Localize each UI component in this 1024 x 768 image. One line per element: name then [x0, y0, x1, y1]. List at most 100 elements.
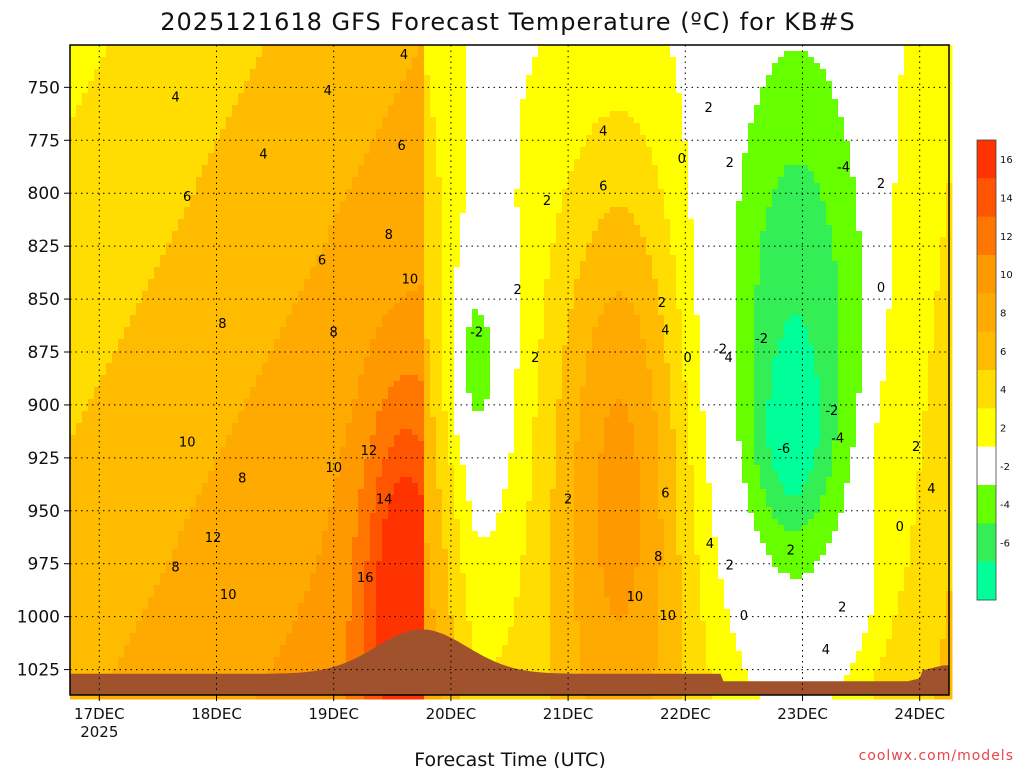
temperature-cell	[274, 225, 281, 232]
temperature-cell	[178, 387, 185, 394]
temperature-cell	[166, 321, 173, 328]
temperature-cell	[202, 411, 209, 418]
temperature-cell	[310, 543, 317, 550]
temperature-cell	[118, 597, 125, 604]
temperature-cell	[94, 603, 101, 610]
temperature-cell	[316, 483, 323, 490]
temperature-cell	[328, 111, 335, 118]
temperature-cell	[310, 303, 317, 310]
temperature-cell	[298, 87, 305, 94]
temperature-cell	[166, 651, 173, 658]
temperature-cell	[106, 213, 113, 220]
temperature-cell	[130, 669, 137, 676]
temperature-cell	[256, 81, 263, 88]
temperature-cell	[226, 411, 233, 418]
temperature-cell	[328, 75, 335, 82]
temperature-cell	[328, 543, 335, 550]
temperature-cell	[196, 153, 203, 160]
temperature-cell	[304, 459, 311, 466]
temperature-cell	[178, 561, 185, 568]
temperature-cell	[340, 555, 347, 562]
temperature-cell	[220, 615, 227, 622]
temperature-cell	[178, 459, 185, 466]
temperature-cell	[310, 255, 317, 262]
temperature-cell	[202, 543, 209, 550]
temperature-cell	[94, 513, 101, 520]
temperature-cell	[334, 525, 341, 532]
temperature-cell	[292, 285, 299, 292]
temperature-cell	[328, 405, 335, 412]
temperature-cell	[166, 285, 173, 292]
temperature-cell	[184, 465, 191, 472]
temperature-cell	[268, 597, 275, 604]
temperature-cell	[178, 273, 185, 280]
temperature-cell	[322, 315, 329, 322]
temperature-cell	[76, 369, 83, 376]
temperature-cell	[100, 99, 107, 106]
temperature-cell	[274, 669, 281, 676]
temperature-cell	[328, 441, 335, 448]
temperature-cell	[310, 87, 317, 94]
temperature-cell	[130, 159, 137, 166]
temperature-cell	[244, 123, 251, 130]
temperature-cell	[142, 345, 149, 352]
temperature-cell	[196, 135, 203, 142]
temperature-cell	[202, 621, 209, 628]
temperature-cell	[142, 405, 149, 412]
temperature-cell	[142, 351, 149, 358]
temperature-cell	[202, 657, 209, 664]
temperature-cell	[292, 543, 299, 550]
temperature-cell	[100, 267, 107, 274]
temperature-cell	[256, 459, 263, 466]
temperature-cell	[244, 99, 251, 106]
temperature-cell	[340, 525, 347, 532]
temperature-cell	[334, 645, 341, 652]
temperature-cell	[178, 171, 185, 178]
temperature-cell	[142, 657, 149, 664]
temperature-cell	[244, 183, 251, 190]
temperature-cell	[214, 663, 221, 670]
temperature-cell	[100, 237, 107, 244]
temperature-cell	[88, 447, 95, 454]
temperature-cell	[256, 183, 263, 190]
temperature-cell	[292, 81, 299, 88]
temperature-cell	[100, 447, 107, 454]
temperature-cell	[94, 693, 101, 700]
temperature-cell	[250, 657, 257, 664]
temperature-cell	[154, 93, 161, 100]
temperature-cell	[202, 81, 209, 88]
temperature-cell	[136, 597, 143, 604]
temperature-cell	[202, 441, 209, 448]
temperature-cell	[160, 381, 167, 388]
temperature-cell	[310, 399, 317, 406]
temperature-cell	[250, 543, 257, 550]
temperature-cell	[214, 219, 221, 226]
temperature-cell	[274, 531, 281, 538]
temperature-cell	[316, 135, 323, 142]
temperature-cell	[214, 603, 221, 610]
temperature-cell	[118, 63, 125, 70]
temperature-cell	[88, 507, 95, 514]
temperature-cell	[280, 201, 287, 208]
temperature-cell	[172, 153, 179, 160]
temperature-cell	[190, 273, 197, 280]
temperature-cell	[130, 393, 137, 400]
temperature-cell	[166, 297, 173, 304]
temperature-cell	[118, 171, 125, 178]
temperature-cell	[250, 333, 257, 340]
temperature-cell	[112, 165, 119, 172]
temperature-cell	[274, 567, 281, 574]
temperature-cell	[322, 225, 329, 232]
temperature-cell	[238, 639, 245, 646]
temperature-cell	[82, 543, 89, 550]
temperature-cell	[136, 537, 143, 544]
temperature-cell	[88, 531, 95, 538]
temperature-cell	[160, 315, 167, 322]
temperature-cell	[214, 495, 221, 502]
temperature-cell	[106, 597, 113, 604]
temperature-cell	[148, 627, 155, 634]
temperature-cell	[256, 513, 263, 520]
temperature-cell	[70, 549, 77, 556]
temperature-cell	[166, 459, 173, 466]
temperature-cell	[130, 315, 137, 322]
